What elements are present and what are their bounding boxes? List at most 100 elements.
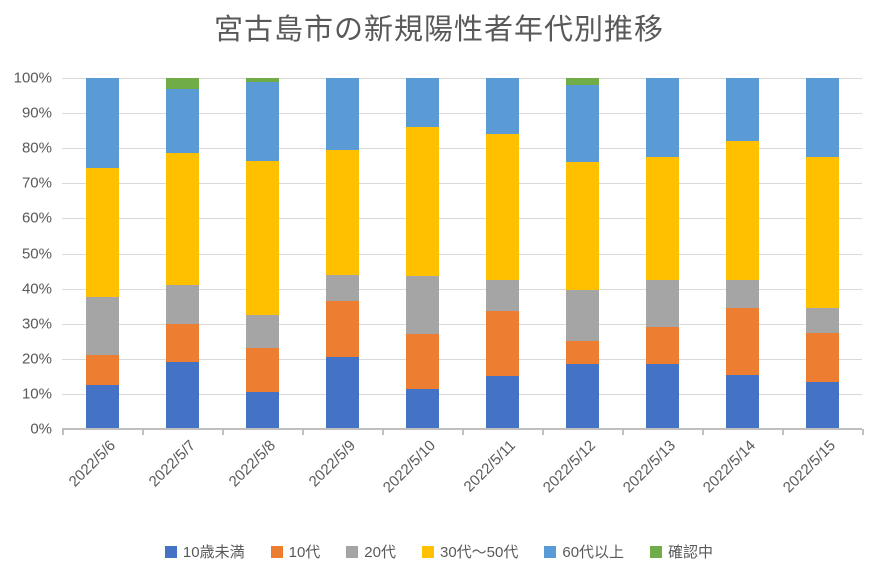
legend-label: 60代以上 [562, 544, 625, 561]
stacked-bar [245, 78, 279, 429]
gridline-20% [62, 358, 862, 360]
x-axis-tick [382, 429, 384, 435]
bars-container [62, 78, 862, 429]
legend-item-20代: 20代 [346, 541, 396, 562]
bar-segment-10代 [405, 334, 439, 389]
gridline-10% [62, 393, 862, 395]
bar-segment-30代～50代 [325, 149, 359, 275]
y-axis-tick-label: 100% [13, 69, 52, 87]
bar-segment-30代～50代 [245, 160, 279, 315]
legend-item-30代～50代: 30代～50代 [421, 541, 518, 562]
bar-segment-10代 [325, 300, 359, 358]
bar-segment-20代 [245, 314, 279, 349]
legend-label: 10代 [288, 544, 321, 561]
bar-segment-30代～50代 [85, 167, 119, 298]
bar-segment-確認中 [245, 78, 279, 82]
bar-column-2022/5/7 [142, 78, 222, 429]
gridline-60% [62, 218, 862, 220]
bar-segment-20代 [725, 279, 759, 308]
bar-segment-20代 [485, 279, 519, 312]
legend-swatch-icon [164, 545, 177, 558]
bar-segment-10歳未満 [405, 388, 439, 429]
bar-segment-10代 [565, 341, 599, 365]
stacked-bar [645, 78, 679, 429]
bar-segment-10代 [725, 307, 759, 375]
gridline-70% [62, 183, 862, 185]
stacked-bar [805, 78, 839, 429]
bar-column-2022/5/12 [542, 78, 622, 429]
legend-label: 10歳未満 [182, 544, 245, 561]
x-axis-tick [702, 429, 704, 435]
bar-segment-60代以上 [725, 78, 759, 142]
bar-segment-30代～50代 [565, 162, 599, 291]
stacked-bar [165, 78, 199, 429]
bar-segment-30代～50代 [165, 153, 199, 286]
bar-column-2022/5/9 [302, 78, 382, 429]
bar-segment-30代～50代 [805, 157, 839, 308]
gridline-100% [62, 78, 862, 79]
bar-segment-10代 [485, 311, 519, 377]
bar-segment-20代 [165, 285, 199, 324]
bar-column-2022/5/11 [462, 78, 542, 429]
bar-segment-20代 [405, 276, 439, 335]
legend-item-10代: 10代 [270, 541, 321, 562]
bar-segment-60代以上 [85, 78, 119, 168]
gridline-50% [62, 253, 862, 255]
stacked-bar [725, 78, 759, 429]
x-axis-tick [62, 429, 64, 435]
bar-column-2022/5/8 [222, 78, 302, 429]
legend-item-10歳未満: 10歳未満 [164, 541, 245, 562]
bar-segment-20代 [565, 290, 599, 342]
x-axis-tick [862, 429, 864, 435]
bar-segment-10歳未満 [245, 392, 279, 429]
bar-segment-確認中 [565, 78, 599, 86]
legend: 10歳未満 10代 20代 30代～50代 60代以上 確認中 [0, 541, 878, 562]
bar-segment-10歳未満 [165, 362, 199, 429]
gridline-40% [62, 288, 862, 290]
y-axis-tick-label: 20% [21, 350, 52, 368]
x-axis-tick [302, 429, 304, 435]
x-axis-tick [142, 429, 144, 435]
bar-segment-10歳未満 [485, 376, 519, 429]
bar-segment-20代 [645, 279, 679, 328]
legend-swatch-icon [544, 545, 557, 558]
gridline-30% [62, 323, 862, 325]
bar-segment-10代 [85, 355, 119, 386]
y-axis-tick-label: 50% [21, 245, 52, 262]
bar-segment-20代 [325, 274, 359, 301]
legend-label: 確認中 [668, 544, 714, 561]
bar-column-2022/5/10 [382, 78, 462, 429]
bar-segment-10歳未満 [325, 357, 359, 429]
bar-segment-10歳未満 [85, 385, 119, 429]
bar-segment-確認中 [165, 78, 199, 89]
legend-swatch-icon [270, 545, 283, 558]
bar-column-2022/5/6 [62, 78, 142, 429]
legend-swatch-icon [650, 545, 663, 558]
bar-segment-60代以上 [325, 78, 359, 150]
y-axis-tick-label: 30% [21, 315, 52, 333]
y-axis-tick-label: 80% [21, 139, 52, 157]
gridline-90% [62, 113, 862, 115]
bar-segment-10代 [645, 327, 679, 365]
y-axis-tick-label: 10% [21, 385, 52, 403]
y-axis-tick-label: 60% [21, 209, 52, 227]
bar-segment-60代以上 [405, 78, 439, 128]
x-axis-tick [622, 429, 624, 435]
bar-segment-10歳未満 [645, 364, 679, 429]
bar-segment-10歳未満 [565, 364, 599, 429]
legend-item-確認中: 確認中 [650, 541, 713, 562]
y-axis-tick-label: 90% [21, 104, 52, 122]
bar-segment-60代以上 [645, 78, 679, 158]
bar-segment-10歳未満 [725, 374, 759, 429]
bar-column-2022/5/13 [622, 78, 702, 429]
plot-area [62, 78, 864, 435]
y-axis-tick-label: 70% [21, 174, 52, 192]
bar-segment-20代 [85, 297, 119, 356]
bar-segment-30代～50代 [645, 157, 679, 280]
bar-segment-10歳未満 [805, 381, 839, 429]
bar-segment-60代以上 [565, 85, 599, 163]
bar-segment-20代 [805, 307, 839, 333]
stacked-bar [405, 78, 439, 429]
chart-title: 宮古島市の新規陽性者年代別推移 [213, 14, 664, 46]
